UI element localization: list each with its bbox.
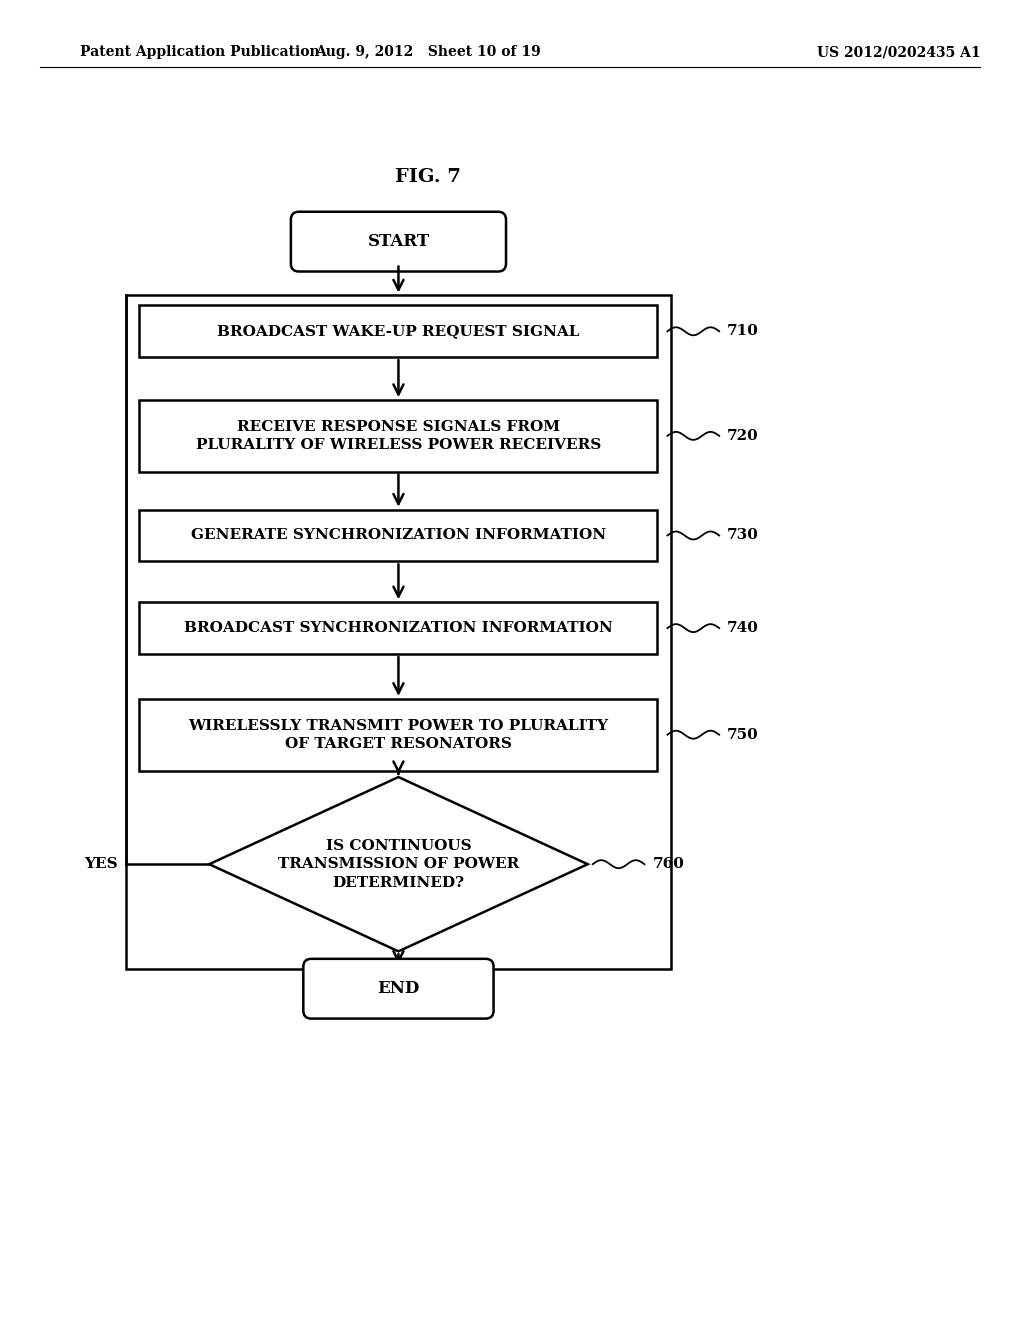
Bar [139,400,657,471]
Text: Aug. 9, 2012   Sheet 10 of 19: Aug. 9, 2012 Sheet 10 of 19 [315,45,542,59]
Bar [139,510,657,561]
Text: END: END [377,981,420,997]
Text: RECEIVE RESPONSE SIGNALS FROM
PLURALITY OF WIRELESS POWER RECEIVERS: RECEIVE RESPONSE SIGNALS FROM PLURALITY … [196,420,601,451]
Text: GENERATE SYNCHRONIZATION INFORMATION: GENERATE SYNCHRONIZATION INFORMATION [190,528,606,543]
Text: START: START [368,234,429,249]
Text: NO: NO [413,960,439,973]
Text: Patent Application Publication: Patent Application Publication [80,45,319,59]
Text: BROADCAST SYNCHRONIZATION INFORMATION: BROADCAST SYNCHRONIZATION INFORMATION [184,622,612,635]
Text: 740: 740 [727,622,759,635]
Bar [139,698,657,771]
Text: US 2012/0202435 A1: US 2012/0202435 A1 [817,45,980,59]
Bar [139,305,657,358]
FancyBboxPatch shape [291,211,506,272]
Text: IS CONTINUOUS
TRANSMISSION OF POWER
DETERMINED?: IS CONTINUOUS TRANSMISSION OF POWER DETE… [278,838,519,890]
Text: 730: 730 [727,528,759,543]
Text: YES: YES [84,857,118,871]
Text: 720: 720 [727,429,759,444]
Text: FIG. 7: FIG. 7 [395,168,461,186]
Text: 710: 710 [727,325,759,338]
Polygon shape [209,777,588,952]
Bar [139,602,657,653]
Text: BROADCAST WAKE-UP REQUEST SIGNAL: BROADCAST WAKE-UP REQUEST SIGNAL [217,325,580,338]
Text: 750: 750 [727,727,759,742]
FancyBboxPatch shape [303,958,494,1019]
Bar [126,296,672,969]
Text: 760: 760 [652,857,684,871]
Text: WIRELESSLY TRANSMIT POWER TO PLURALITY
OF TARGET RESONATORS: WIRELESSLY TRANSMIT POWER TO PLURALITY O… [188,718,608,751]
